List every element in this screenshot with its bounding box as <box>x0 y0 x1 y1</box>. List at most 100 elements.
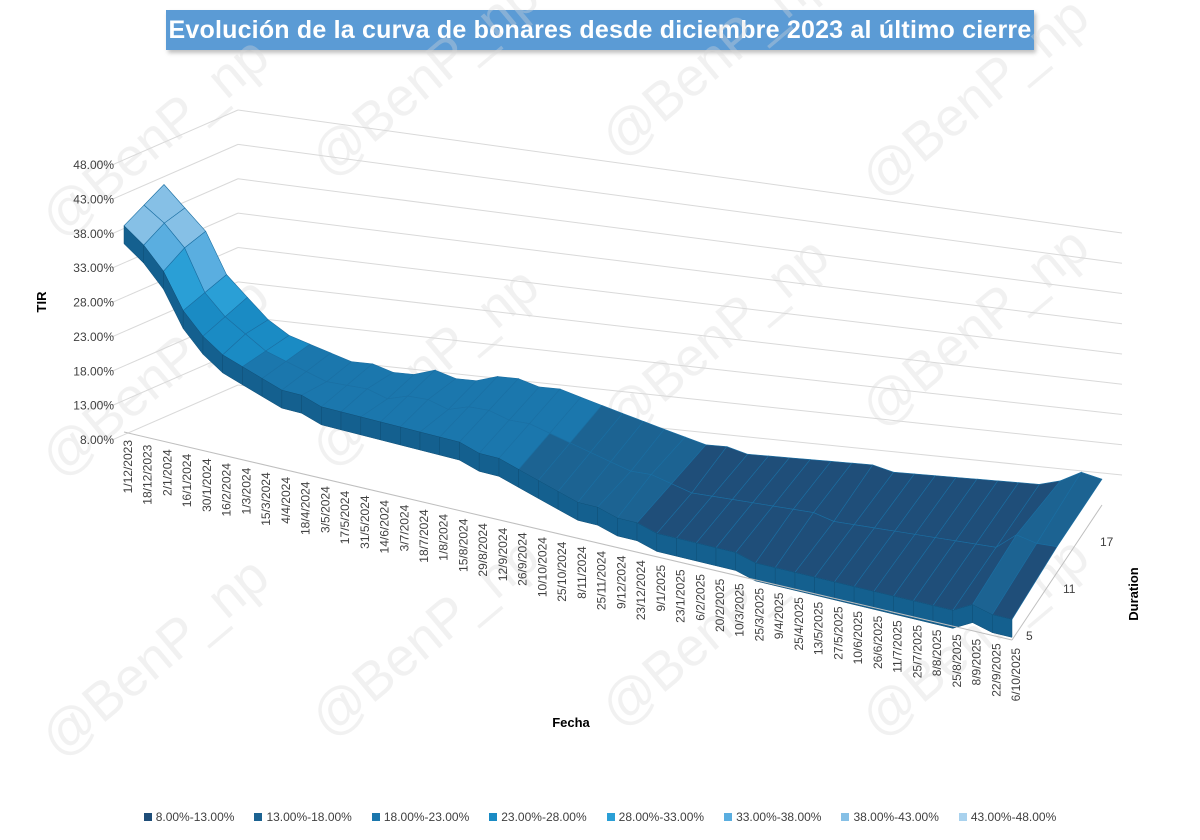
y-tick-label: 33.00% <box>73 261 114 275</box>
duration-tick-label: 17 <box>1100 535 1114 549</box>
legend-swatch <box>841 813 850 821</box>
duration-axis-line <box>1011 504 1103 641</box>
surface-plot <box>123 184 1103 638</box>
x-tick-label: 18/7/2024 <box>417 509 431 563</box>
legend-label: 43.00%-48.00% <box>970 810 1057 824</box>
x-tick-label: 22/9/2025 <box>989 643 1003 697</box>
duration-axis-ticks: 5 11 17 <box>1011 504 1114 643</box>
legend-item: 18.00%-23.00% <box>371 810 469 824</box>
x-axis-line <box>123 431 1013 641</box>
duration-tick-label: 11 <box>1063 582 1076 596</box>
legend-label: 28.00%-33.00% <box>618 810 705 824</box>
legend-item: 13.00%-18.00% <box>254 810 352 824</box>
x-tick-label: 3/5/2024 <box>318 486 332 533</box>
gridline-side <box>111 109 239 166</box>
y-tick-label: 48.00% <box>73 158 114 172</box>
x-tick-label: 2/1/2024 <box>160 449 174 496</box>
x-tick-label: 10/6/2025 <box>851 611 865 665</box>
x-tick-label: 25/11/2024 <box>595 551 609 610</box>
x-axis-title: Fecha <box>552 715 590 730</box>
duration-axis-title: Duration <box>1126 567 1141 621</box>
gridline <box>237 315 1123 415</box>
x-tick-label: 13/5/2025 <box>812 601 826 655</box>
x-tick-label: 26/9/2024 <box>516 532 530 586</box>
x-tick-label: 30/1/2024 <box>200 458 214 512</box>
watermark-text: @BenP_np <box>299 0 550 189</box>
x-tick-label: 4/4/2024 <box>279 477 293 524</box>
watermark-text: @BenP_np <box>849 0 1100 209</box>
x-tick-label: 18/12/2023 <box>141 444 155 504</box>
watermark-text: @BenP_np <box>849 215 1100 439</box>
x-tick-label: 10/10/2024 <box>535 537 549 597</box>
gridline <box>237 350 1123 446</box>
x-tick-label: 3/7/2024 <box>397 504 411 551</box>
gridline <box>237 178 1123 294</box>
x-tick-label: 6/2/2025 <box>693 574 707 621</box>
x-tick-label: 1/3/2024 <box>239 467 253 514</box>
legend: 8.00%-13.00% 13.00%-18.00% 18.00%-23.00% 23… <box>0 810 1200 824</box>
legend-swatch <box>371 813 380 821</box>
x-tick-label: 6/10/2025 <box>1009 648 1023 702</box>
duration-tick-label: 5 <box>1026 629 1033 643</box>
watermark-text: @BenP_np <box>589 0 840 169</box>
x-tick-label: 9/12/2024 <box>614 555 628 609</box>
legend-item: 43.00%-48.00% <box>958 810 1057 824</box>
y-tick-label: 43.00% <box>73 192 114 206</box>
x-tick-label: 27/5/2025 <box>831 606 845 660</box>
gridline <box>237 212 1123 325</box>
legend-item: 23.00%-28.00% <box>489 810 587 824</box>
legend-swatch <box>254 813 263 821</box>
x-tick-label: 9/4/2025 <box>772 592 786 639</box>
x-tick-label: 9/1/2025 <box>654 564 668 611</box>
y-tick-label: 13.00% <box>73 399 114 413</box>
legend-swatch <box>958 813 967 821</box>
legend-item: 38.00%-43.00% <box>841 810 939 824</box>
chart-title: Evolución de la curva de bonares desde d… <box>168 15 1032 44</box>
x-tick-label: 8/11/2024 <box>575 546 589 599</box>
x-tick-label: 23/1/2025 <box>674 569 688 623</box>
x-axis-ticks: 1/12/2023 18/12/2023 2/1/2024 16/1/2024 30/1… <box>121 431 1023 702</box>
x-tick-label: 10/3/2025 <box>733 583 747 637</box>
y-tick-label: 8.00% <box>80 433 114 447</box>
y-tick-label: 18.00% <box>73 364 114 378</box>
x-tick-label: 25/10/2024 <box>555 541 569 601</box>
gridline-side <box>111 143 239 200</box>
y-tick-label: 38.00% <box>73 227 114 241</box>
legend-label: 13.00%-18.00% <box>266 810 352 824</box>
legend-swatch <box>143 813 152 821</box>
x-tick-label: 25/4/2025 <box>792 597 806 651</box>
legend-label: 33.00%-38.00% <box>736 810 822 824</box>
x-tick-label: 8/8/2025 <box>930 629 944 676</box>
x-tick-label: 15/3/2024 <box>259 472 273 526</box>
x-tick-label: 23/12/2024 <box>634 560 648 620</box>
x-tick-label: 29/8/2024 <box>476 523 490 577</box>
chart-title-banner: Evolución de la curva de bonares desde d… <box>166 10 1034 50</box>
x-tick-label: 26/6/2025 <box>871 615 885 669</box>
x-tick-label: 18/4/2024 <box>299 481 313 535</box>
y-tick-label: 23.00% <box>73 330 114 344</box>
x-tick-label: 25/7/2025 <box>910 625 924 679</box>
legend-item: 33.00%-38.00% <box>724 810 821 824</box>
surface-front-face <box>992 614 1013 638</box>
x-tick-label: 1/8/2024 <box>437 514 451 561</box>
gridline-side <box>111 384 239 441</box>
x-tick-label: 12/9/2024 <box>496 528 510 582</box>
y-axis-title: TIR <box>34 291 49 313</box>
x-tick-label: 1/12/2023 <box>121 440 135 494</box>
x-tick-label: 8/9/2025 <box>970 638 984 685</box>
x-tick-label: 15/8/2024 <box>456 518 470 572</box>
x-tick-label: 31/5/2024 <box>358 495 372 549</box>
y-tick-label: 28.00% <box>73 296 114 310</box>
x-tick-label: 20/2/2025 <box>713 578 727 632</box>
legend-label: 38.00%-43.00% <box>853 810 939 824</box>
watermark-text: @BenP_np <box>29 545 280 769</box>
legend-swatch <box>724 813 733 821</box>
x-tick-label: 11/7/2025 <box>891 620 905 673</box>
y-axis-ticks: 8.00% 13.00% 18.00% 23.00% 28.00% 33.00% 38.00… <box>73 158 114 447</box>
x-tick-label: 17/5/2024 <box>338 491 352 545</box>
legend-label: 23.00%-28.00% <box>501 810 587 824</box>
gridline <box>237 247 1123 355</box>
gridline <box>237 143 1123 264</box>
x-tick-label: 25/3/2025 <box>752 588 766 642</box>
